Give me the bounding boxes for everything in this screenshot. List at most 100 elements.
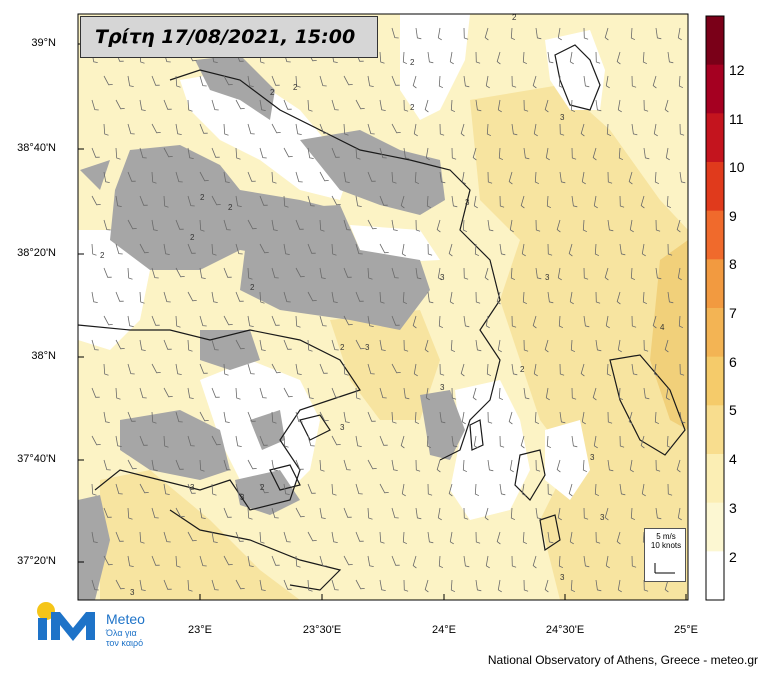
wind-barb [235, 483, 243, 495]
wind-barb [199, 123, 208, 134]
wind-barb [569, 51, 574, 65]
wind-barb [223, 171, 230, 183]
wind-barb [678, 315, 684, 329]
contour-label: 2 [293, 83, 298, 92]
wind-barb [127, 123, 135, 135]
wind-barb [127, 219, 137, 230]
wind-barb [653, 123, 658, 137]
terrain-mask-1 [195, 55, 275, 120]
wind-barb [474, 243, 480, 257]
wind-barb [211, 99, 219, 111]
contour-label: 2 [100, 251, 105, 260]
wind-barb [295, 267, 305, 278]
wind-barb [582, 459, 588, 473]
wind-barb [583, 507, 589, 520]
wind-barb [187, 483, 196, 494]
wind-barb [379, 483, 389, 494]
wind-barb [450, 339, 456, 353]
wind-barb [187, 435, 195, 447]
wind-barb [367, 411, 376, 422]
contour-label: 3 [190, 483, 195, 492]
wind-barb [592, 147, 597, 161]
wind-barb [593, 435, 598, 449]
wind-barb [91, 291, 98, 303]
wind-barb [449, 51, 454, 65]
wind-barb [523, 387, 530, 400]
wind-barb [343, 219, 351, 231]
colorbar-label-8: 8 [729, 256, 737, 272]
wind-barb [367, 363, 375, 375]
wind-barb [127, 267, 133, 280]
wind-barb [665, 387, 670, 401]
wind-barb [415, 219, 421, 232]
coastline-poros [269, 464, 301, 491]
wind-barb [607, 219, 614, 232]
wind-barb [582, 219, 588, 233]
wind-barb [139, 387, 147, 399]
wind-barb [667, 243, 673, 256]
wind-barb [535, 459, 541, 472]
wind-barb [486, 363, 492, 377]
wind-barb [223, 459, 231, 471]
wind-barb [595, 99, 602, 112]
wind-barb [103, 267, 112, 278]
wind-barb [439, 123, 445, 136]
wind-barb [379, 243, 389, 254]
terrain-mask-6 [200, 330, 260, 370]
wind-barb [618, 147, 624, 161]
wind-barb [535, 267, 542, 280]
wind-barb [655, 459, 661, 472]
wind-barb [103, 171, 110, 183]
calm-area-skyros [545, 30, 605, 110]
contour-label: 3 [465, 198, 470, 207]
terrain-mask-5 [80, 160, 110, 190]
wind-barb [427, 291, 434, 304]
wind-barb [163, 435, 169, 448]
wind-barb [367, 315, 374, 327]
wind-barb [139, 291, 145, 304]
wind-barb [523, 147, 530, 160]
colorbar-label-3: 3 [729, 500, 737, 516]
colorbar-segment [706, 210, 724, 260]
wind-barb [475, 531, 481, 544]
wind-barb [437, 267, 442, 281]
coastline-serifos [539, 514, 561, 552]
wind-barb [283, 147, 293, 158]
wind-barb [163, 339, 172, 350]
colorbar-label-6: 6 [729, 354, 737, 370]
lon-label-24-30e: 24°30'E [545, 624, 585, 636]
wind-barb [449, 531, 454, 545]
wind-barb [355, 99, 365, 110]
wind-barb [463, 507, 469, 520]
wind-barb [199, 219, 205, 232]
wind-barb [463, 555, 470, 568]
contour-label: 2 [340, 343, 345, 352]
colorbar-frame [705, 15, 725, 601]
wind-barb [187, 99, 193, 112]
wind-barb [535, 27, 542, 40]
wind-barb [484, 267, 489, 281]
wind-barb [679, 411, 686, 424]
colorbar-segment [706, 162, 724, 212]
wind-barb [295, 507, 305, 518]
wind-legend-knots: 10 knots [650, 541, 682, 550]
wind-barb [331, 291, 338, 303]
wind-barb [247, 555, 254, 567]
wind-barb [463, 315, 470, 328]
lon-label-25e: 25°E [674, 624, 698, 636]
wind-barb [414, 171, 420, 185]
wind-barb [199, 267, 206, 279]
wind-barb [151, 315, 160, 326]
wind-barb [247, 123, 255, 135]
wind-barb [487, 411, 493, 424]
wind-barb [391, 123, 401, 134]
wind-barb [271, 411, 277, 424]
wind-barb [115, 483, 123, 495]
wind-barb [547, 531, 554, 544]
wind-barb [679, 171, 686, 184]
wind-barb [211, 579, 219, 591]
wind-barb [379, 147, 387, 159]
wind-barbs [91, 27, 686, 593]
wind-barb [604, 27, 609, 41]
colorbar-label-9: 9 [729, 208, 737, 224]
